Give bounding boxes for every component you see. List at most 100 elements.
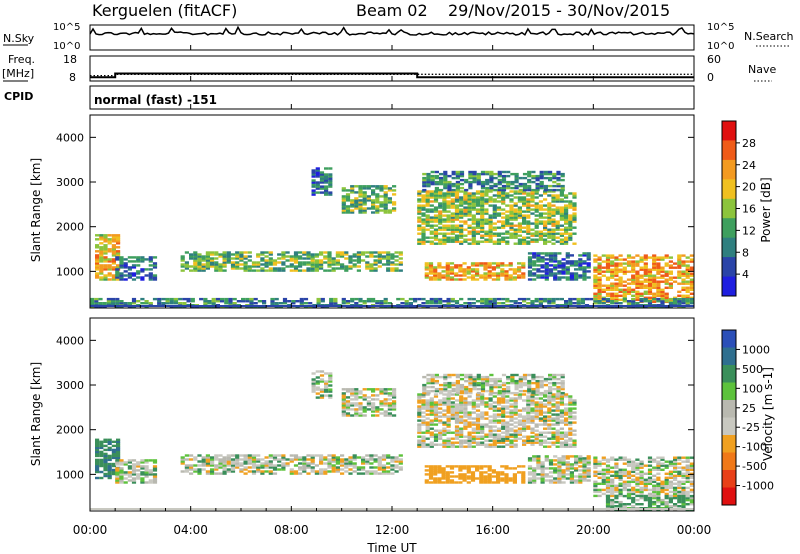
velocity-cell <box>521 475 526 478</box>
power-cell <box>438 206 443 209</box>
power-cell <box>454 300 460 303</box>
power-cell <box>107 238 112 241</box>
power-cell <box>429 196 434 199</box>
velocity-cell <box>543 377 548 381</box>
velocity-cell <box>350 398 355 401</box>
velocity-cell <box>582 459 587 462</box>
power-cell <box>214 267 219 270</box>
velocity-cell <box>340 472 345 475</box>
power-cell <box>417 220 422 223</box>
power-cell <box>496 274 501 277</box>
power-cell <box>538 206 543 209</box>
velocity-cell <box>458 477 463 480</box>
power-cell <box>344 257 349 260</box>
power-cell <box>450 224 455 227</box>
velocity-cell <box>446 421 451 424</box>
velocity-cell <box>597 490 602 494</box>
velocity-cell <box>489 383 494 387</box>
power-cell <box>319 267 324 270</box>
power-cell <box>190 297 195 301</box>
velocity-cell <box>475 405 481 408</box>
power-cell <box>505 192 510 195</box>
velocity-cell <box>222 468 227 471</box>
power-cell <box>459 240 464 243</box>
velocity-cell <box>559 431 564 434</box>
velocity-cell <box>538 435 543 438</box>
velocity-cell <box>635 466 640 469</box>
velocity-cell <box>95 460 100 464</box>
velocity-cell <box>379 412 384 415</box>
power-cell <box>605 258 611 261</box>
nsky-label: N.Sky <box>3 32 35 45</box>
power-cell <box>148 256 153 259</box>
power-cell <box>341 189 346 192</box>
velocity-cell <box>532 471 537 474</box>
velocity-cell <box>568 411 573 414</box>
power-cell <box>123 266 128 269</box>
power-cell <box>488 300 493 303</box>
power-cell <box>505 204 510 207</box>
power-cell <box>467 212 472 215</box>
power-cell <box>470 262 476 265</box>
power-cell <box>535 176 540 180</box>
power-cell <box>429 236 434 239</box>
velocity-cell <box>475 421 481 424</box>
power-cell <box>652 306 657 309</box>
power-cell <box>647 288 653 292</box>
power-cell <box>589 306 594 309</box>
power-cell <box>425 198 430 201</box>
power-cell <box>526 297 531 301</box>
velocity-cell <box>517 397 522 400</box>
velocity-cell <box>193 464 198 467</box>
velocity-cell <box>428 473 434 476</box>
velocity-cell <box>116 446 121 450</box>
power-cell <box>268 267 273 270</box>
power-cell <box>480 234 485 237</box>
power-cell <box>643 300 648 303</box>
velocity-cell <box>470 471 476 474</box>
power-cell <box>404 300 409 303</box>
power-cell <box>497 182 502 186</box>
power-cell <box>560 188 565 192</box>
power-cell <box>371 211 376 214</box>
power-cell <box>647 274 653 277</box>
velocity-cell <box>535 383 540 387</box>
power-cell <box>647 278 653 281</box>
velocity-cell <box>522 389 528 393</box>
power-cell <box>551 297 556 301</box>
velocity-cell <box>201 458 206 461</box>
power-cell <box>308 306 313 309</box>
velocity-cell <box>379 400 384 403</box>
velocity-cell <box>569 479 574 482</box>
velocity-cell <box>643 486 648 490</box>
power-cell <box>450 240 455 243</box>
power-cell <box>470 264 476 267</box>
power-cell <box>268 259 273 262</box>
velocity-cell <box>601 474 606 478</box>
velocity-cell <box>489 377 494 381</box>
velocity-cell <box>509 411 514 414</box>
power-cell <box>345 207 351 210</box>
velocity-cell <box>447 385 452 389</box>
power-cell <box>316 302 321 305</box>
velocity-cell <box>559 411 564 414</box>
velocity-cell <box>373 472 378 475</box>
power-cell <box>527 186 532 190</box>
power-cell <box>103 246 108 249</box>
velocity-cell <box>328 380 333 383</box>
power-cell <box>467 226 472 229</box>
power-cell <box>471 238 476 241</box>
power-cell <box>119 300 124 303</box>
velocity-cell <box>610 482 615 486</box>
power-cell <box>631 294 636 298</box>
velocity-cell <box>366 408 371 411</box>
velocity-cell <box>543 439 548 442</box>
velocity-cell <box>464 379 469 383</box>
power-cell <box>561 262 566 265</box>
power-cell <box>626 278 632 281</box>
power-cell <box>513 228 518 231</box>
power-cell <box>512 272 517 275</box>
velocity-cell <box>471 435 476 438</box>
velocity-cell <box>392 394 397 397</box>
velocity-cell <box>222 462 227 465</box>
